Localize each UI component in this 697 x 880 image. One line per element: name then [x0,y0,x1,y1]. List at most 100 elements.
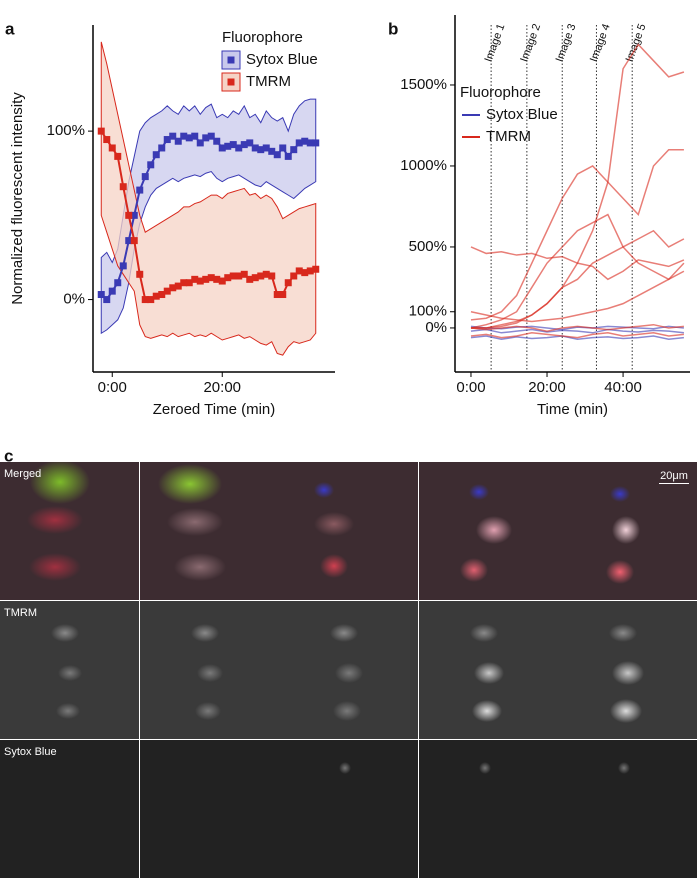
marker [295,267,303,275]
micrograph [279,462,419,600]
legend-title: Fluorophore [460,84,541,101]
marker [246,139,254,147]
marker [213,137,221,145]
marker [290,272,298,280]
micrograph [139,740,279,878]
marker [240,141,248,149]
marker [103,136,111,144]
y-tick-label: 500% [409,238,447,255]
marker [295,139,303,147]
marker [141,173,149,181]
marker [312,265,320,273]
panel-label: b [388,19,398,38]
marker [180,279,188,287]
trace [470,229,685,329]
marker [141,296,149,304]
marker [235,144,243,152]
image-grid: Merged TMRM Sytox Blue 20μm [0,462,697,880]
marker [279,291,287,299]
scale-bar: 20μm [659,470,689,484]
marker [229,141,237,149]
marker [273,291,281,299]
marker [174,282,182,290]
micrograph [0,740,139,878]
trace [470,213,685,329]
row-label: Sytox Blue [4,746,57,758]
marker [224,142,232,150]
marker [158,144,166,152]
micrograph [418,462,558,600]
marker [119,262,127,270]
image-label: Image 5 [624,22,649,63]
row-label: Merged [4,468,42,480]
marker [114,279,122,287]
marker [268,272,276,280]
micrograph [558,740,697,878]
marker [312,139,320,147]
marker [207,132,215,140]
marker [240,270,248,278]
y-tick-label: 0% [425,319,447,336]
marker [114,152,122,160]
legend-label: Sytox Blue [246,51,318,68]
image-label: Image 4 [588,22,613,63]
marker [158,291,166,299]
marker [246,275,254,283]
trace [470,323,684,332]
micrograph [279,740,419,878]
marker [108,287,116,295]
micrograph [558,601,697,739]
marker [224,274,232,282]
trace [470,335,684,341]
trace [470,246,685,281]
marker [290,146,298,154]
marker [136,186,144,194]
marker [97,291,105,299]
marker [163,136,171,144]
marker [130,237,138,245]
x-tick-label: 0:00 [456,379,485,396]
image-label: Image 2 [518,22,543,63]
marker [191,275,199,283]
marker [284,279,292,287]
marker [257,272,265,280]
marker [196,277,204,285]
micrograph [418,740,558,878]
marker [136,270,144,278]
legend-label: TMRM [486,128,531,145]
micrograph [0,462,139,600]
micrograph [279,601,419,739]
image-label: Image 3 [554,22,579,63]
marker [251,274,259,282]
marker [202,275,210,283]
marker [103,296,111,304]
micrograph [558,462,697,600]
panel-c-label-box: c [4,446,13,465]
x-tick-label: 20:00 [528,379,566,396]
marker [229,272,237,280]
marker [207,274,215,282]
marker [235,272,243,280]
marker [301,137,309,145]
micrograph [139,462,279,600]
x-axis-title: Time (min) [537,401,608,418]
marker [306,267,314,275]
marker [273,151,281,159]
marker [169,284,177,292]
trace [470,149,684,321]
marker [218,144,226,152]
y-tick-label: 100% [47,122,85,139]
trace [470,328,684,334]
marker [218,277,226,285]
marker [268,147,276,155]
marker [119,183,127,191]
marker [257,146,265,154]
marker [262,144,270,152]
micrograph [418,601,558,739]
marker [163,287,171,295]
marker [213,275,221,283]
trace [470,270,685,323]
trace [470,325,684,331]
marker [180,132,188,140]
x-tick-label: 40:00 [604,379,642,396]
